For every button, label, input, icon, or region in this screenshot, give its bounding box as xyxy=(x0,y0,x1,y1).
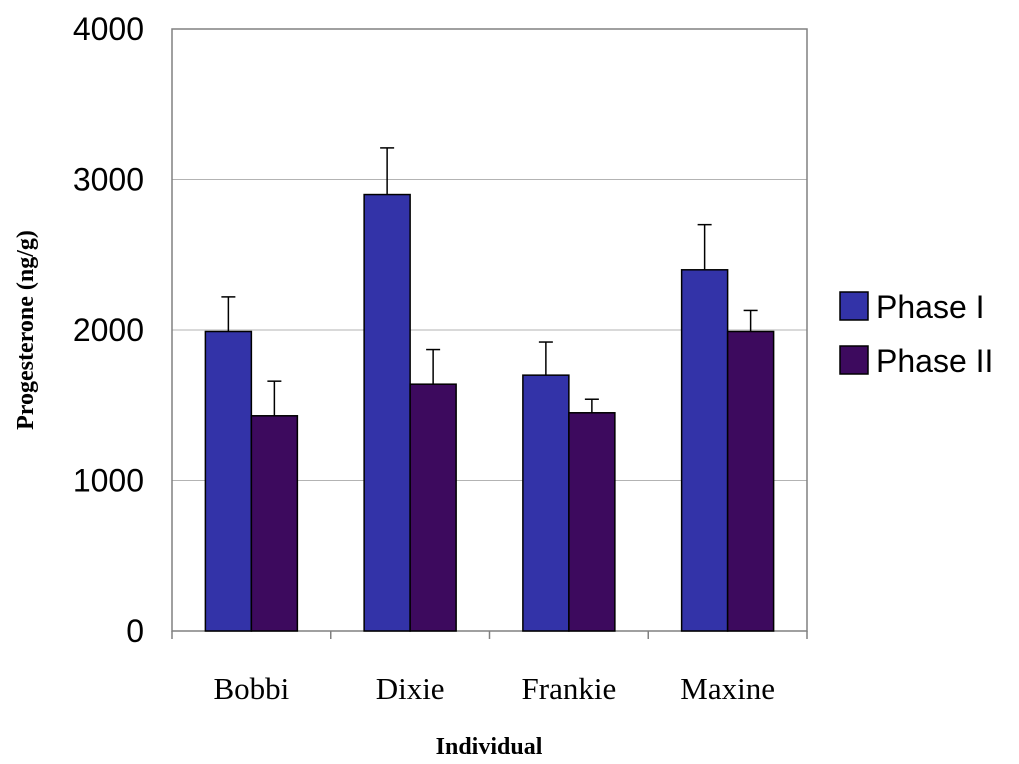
legend-label: Phase II xyxy=(876,343,993,379)
y-tick-labels: 0 1000 2000 3000 4000 xyxy=(73,11,144,649)
y-tick-label: 1000 xyxy=(73,463,144,499)
bar-frankie-series-2 xyxy=(568,412,616,632)
legend-swatch xyxy=(839,291,869,321)
y-tick-label: 4000 xyxy=(73,11,144,47)
x-tick-labels: Bobbi Dixie Frankie Maxine xyxy=(213,671,775,706)
y-axis-title: Progesterone (ng/g) xyxy=(13,230,39,430)
bar-maxine-series-1 xyxy=(680,269,729,632)
y-tick-label: 0 xyxy=(126,613,144,649)
x-tick-label: Frankie xyxy=(522,671,617,706)
legend-label: Phase I xyxy=(876,289,985,325)
bar-bobbi-series-1 xyxy=(204,330,253,632)
legend-swatch xyxy=(839,345,869,375)
bars xyxy=(204,193,775,632)
y-tick-label: 2000 xyxy=(73,312,144,348)
x-tick-label: Dixie xyxy=(376,671,445,706)
bar-maxine-series-2 xyxy=(726,330,775,632)
bar-frankie-series-1 xyxy=(522,374,570,632)
bar-dixie-series-1 xyxy=(363,193,411,632)
x-tick-label: Maxine xyxy=(680,671,775,706)
bar-bobbi-series-2 xyxy=(250,415,299,632)
x-axis-title: Individual xyxy=(436,734,543,760)
x-tick-marks xyxy=(171,631,808,639)
legend: Phase I Phase II xyxy=(839,289,993,379)
error-bars xyxy=(221,147,758,416)
y-tick-label: 3000 xyxy=(73,162,144,198)
x-tick-label: Bobbi xyxy=(213,671,289,706)
bar-dixie-series-2 xyxy=(409,383,457,632)
